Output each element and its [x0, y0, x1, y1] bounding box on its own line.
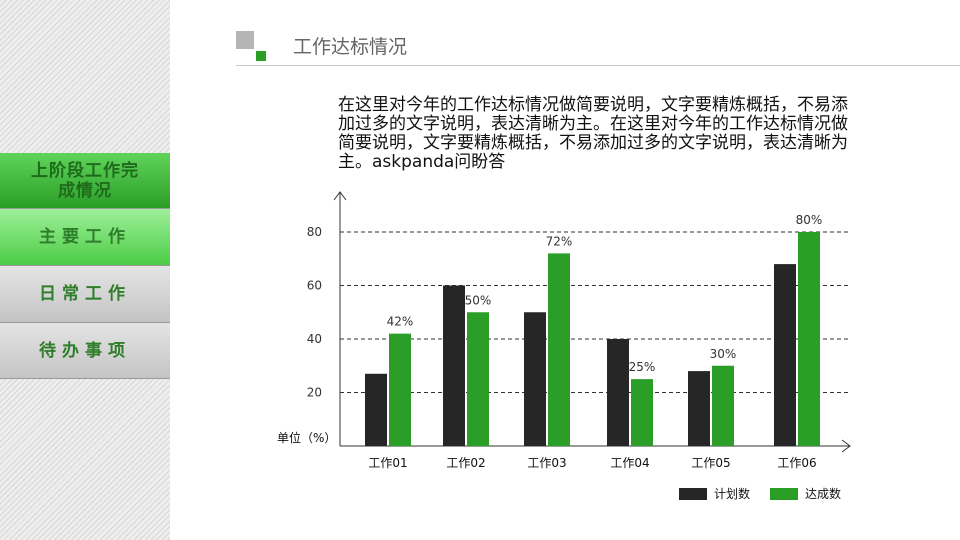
bar-achieved — [712, 365, 734, 446]
x-tick-label: 工作04 — [610, 456, 649, 470]
title-decoration-gray — [236, 31, 254, 49]
sidebar-item-label: 日常工作 — [39, 284, 131, 304]
bar-plan — [365, 373, 387, 446]
title-decoration-green — [256, 51, 266, 61]
x-tick-label: 工作02 — [446, 456, 485, 470]
sidebar-item-main-work[interactable]: 主要工作 — [0, 209, 170, 266]
data-label: 72% — [546, 234, 573, 248]
data-label: 80% — [796, 213, 823, 227]
x-axis-arrow-icon — [841, 439, 851, 453]
data-label: 50% — [465, 293, 492, 307]
bar-plan — [524, 312, 546, 446]
x-tick-label: 工作03 — [527, 456, 566, 470]
x-tick-label: 工作06 — [777, 456, 816, 470]
y-tick-label: 80 — [307, 225, 322, 239]
y-tick-label: 20 — [307, 386, 322, 400]
y-tick-label: 60 — [307, 279, 322, 293]
data-label: 30% — [710, 347, 737, 361]
legend-label: 计划数 — [714, 486, 750, 501]
sidebar-item-label: 上阶段工作完成情况 — [31, 160, 139, 201]
bar-plan — [443, 285, 465, 446]
x-tick-label: 工作05 — [691, 456, 730, 470]
title-divider — [236, 65, 960, 66]
bar-achieved — [798, 232, 820, 446]
bar-achieved — [631, 379, 653, 446]
sidebar: 上阶段工作完成情况 主要工作 日常工作 待办事项 — [0, 0, 170, 540]
sidebar-item-label: 主要工作 — [39, 227, 131, 247]
data-label: 25% — [629, 360, 656, 374]
bar-plan — [607, 339, 629, 446]
sidebar-item-label: 待办事项 — [39, 340, 131, 361]
page-title: 工作达标情况 — [293, 36, 408, 58]
x-tick-label: 工作01 — [368, 456, 407, 470]
legend-swatch — [679, 488, 707, 500]
y-tick-label: 40 — [307, 332, 322, 346]
sidebar-item-todo[interactable]: 待办事项 — [0, 323, 170, 379]
bar-plan — [774, 264, 796, 446]
bar-achieved — [467, 312, 489, 446]
bar-achieved — [548, 253, 570, 446]
data-label: 42% — [387, 315, 414, 329]
bar-achieved — [389, 333, 411, 446]
bar-plan — [688, 371, 710, 446]
description-text: 在这里对今年的工作达标情况做简要说明，文字要精炼概括，不易添加过多的文字说明，表… — [338, 95, 848, 172]
y-axis-arrow-icon — [333, 191, 347, 201]
sidebar-item-summary[interactable]: 上阶段工作完成情况 — [0, 153, 170, 209]
sidebar-item-daily-work[interactable]: 日常工作 — [0, 266, 170, 323]
legend-swatch — [770, 488, 798, 500]
legend-label: 达成数 — [805, 486, 841, 501]
y-axis-label: 单位（%） — [277, 430, 336, 445]
